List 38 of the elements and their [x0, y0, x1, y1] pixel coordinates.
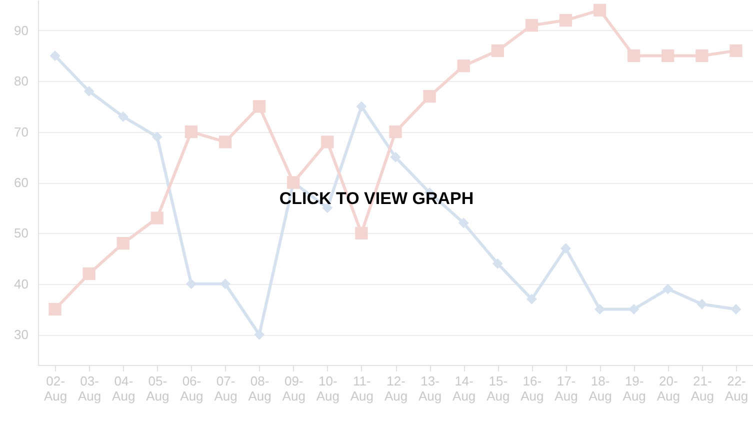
point [390, 152, 401, 162]
point [150, 212, 164, 224]
point [82, 267, 96, 280]
point [116, 237, 130, 250]
point [593, 4, 606, 16]
point [321, 136, 334, 148]
point [560, 243, 571, 254]
point [526, 294, 537, 304]
point [423, 90, 436, 103]
point [730, 304, 742, 314]
point [254, 329, 265, 340]
point [355, 226, 368, 240]
point [628, 304, 640, 314]
point [458, 218, 469, 228]
point [628, 49, 640, 62]
point [662, 49, 674, 62]
point [218, 136, 232, 148]
point [525, 19, 538, 32]
point [696, 298, 708, 310]
point [730, 44, 742, 58]
point [389, 125, 402, 138]
point [220, 278, 231, 290]
annotation: CLICK TO VIEW GRAPH [279, 188, 474, 208]
point [696, 49, 708, 62]
point [662, 284, 674, 294]
point [186, 278, 196, 290]
point [50, 50, 60, 62]
point [491, 44, 504, 58]
point [492, 258, 503, 269]
point [356, 101, 367, 112]
point [252, 100, 266, 113]
point [48, 302, 62, 316]
point [559, 14, 572, 27]
point [457, 60, 470, 72]
point [184, 125, 198, 138]
point [118, 111, 128, 122]
point [152, 132, 162, 142]
point [84, 86, 94, 96]
